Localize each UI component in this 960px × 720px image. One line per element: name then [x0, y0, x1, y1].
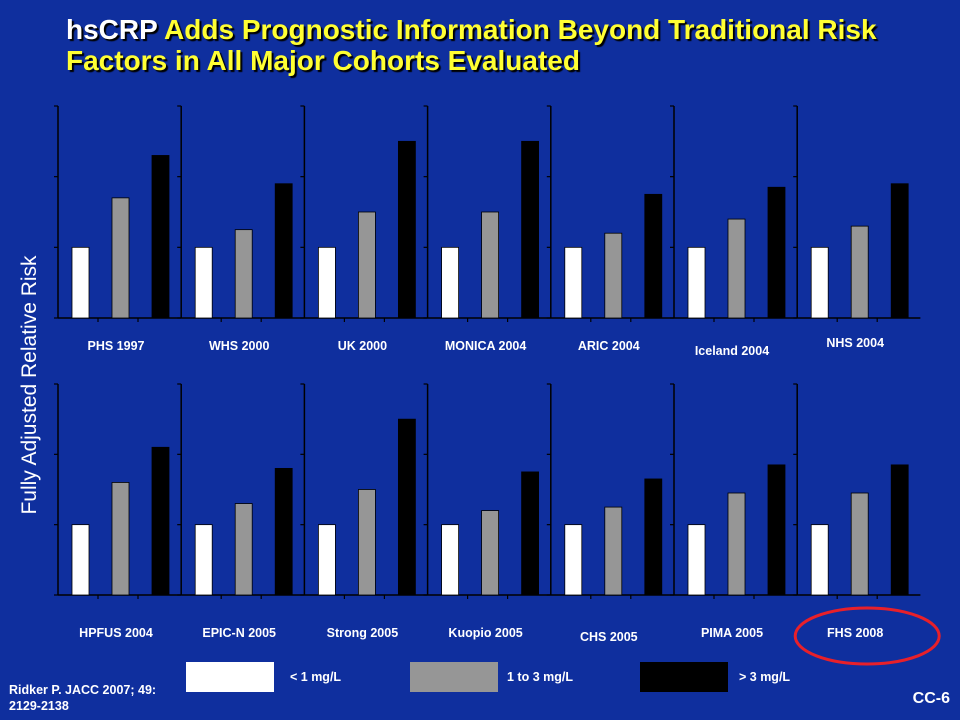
legend-label-high: > 3 mg/L	[739, 670, 791, 684]
panel-label: ARIC 2004	[578, 339, 640, 353]
panel-label: NHS 2004	[826, 336, 884, 350]
bar-high	[890, 183, 909, 319]
bar-mid	[357, 211, 376, 319]
bar-mid	[850, 225, 869, 319]
bar-mid	[604, 232, 623, 319]
panel-label: WHS 2000	[209, 339, 269, 353]
bar-high	[644, 193, 663, 319]
bar-high	[644, 478, 663, 596]
bar-mid	[234, 229, 253, 319]
legend-swatch-high	[640, 662, 728, 692]
panel-label: Iceland 2004	[695, 344, 769, 358]
bar-high	[521, 471, 539, 596]
title-hscrp: hsCRP	[66, 14, 158, 45]
panel-strong-2005: Strong 2005	[300, 383, 428, 640]
bar-low	[194, 246, 213, 319]
panel-fhs-2008: FHS 2008	[793, 383, 921, 640]
title-rest: Adds Prognostic Information Beyond Tradi…	[66, 14, 877, 76]
legend-swatch-low	[186, 662, 274, 692]
panel-label: PHS 1997	[88, 339, 145, 353]
bar-high	[521, 140, 539, 319]
panel-uk-2000: UK 2000	[300, 105, 428, 353]
bar-low	[71, 524, 90, 596]
legend-swatch-mid	[410, 662, 498, 692]
bar-high	[151, 446, 170, 596]
panel-label: PIMA 2005	[701, 626, 763, 640]
bar-low	[194, 524, 213, 596]
bar-low	[810, 524, 829, 596]
bar-high	[890, 464, 909, 596]
panel-chs-2005: CHS 2005	[546, 383, 674, 644]
bar-mid	[850, 492, 869, 596]
bar-mid	[727, 492, 746, 596]
panel-label: Kuopio 2005	[448, 626, 522, 640]
bar-mid	[111, 482, 130, 596]
citation: Ridker P. JACC 2007; 49: 2129-2138	[9, 683, 157, 713]
bar-low	[810, 246, 829, 319]
bar-mid	[357, 489, 376, 596]
bar-high	[274, 467, 293, 596]
panel-label: UK 2000	[338, 339, 387, 353]
panel-label: Strong 2005	[327, 626, 399, 640]
bar-low	[564, 524, 583, 596]
panel-aric-2004: ARIC 2004	[546, 105, 674, 353]
legend-label-low: < 1 mg/L	[290, 670, 342, 684]
panel-kuopio-2005: Kuopio 2005	[423, 383, 551, 640]
bar-low	[687, 524, 706, 596]
bar-high	[151, 155, 170, 319]
bar-low	[317, 524, 336, 596]
panel-whs-2000: WHS 2000	[177, 105, 305, 353]
panel-label: EPIC-N 2005	[202, 626, 276, 640]
bar-mid	[234, 503, 253, 596]
bar-low	[687, 246, 706, 319]
bar-high	[767, 464, 786, 596]
bar-high	[397, 140, 416, 319]
panel-label: HPFUS 2004	[79, 626, 153, 640]
panel-label: FHS 2008	[827, 626, 883, 640]
panel-phs-1997: PHS 1997	[54, 105, 182, 353]
bar-low	[441, 246, 460, 319]
highlight-ellipse	[793, 606, 941, 666]
bar-low	[317, 246, 336, 319]
panel-pima-2005: PIMA 2005	[670, 383, 798, 640]
bar-mid	[481, 211, 500, 319]
slide-title: hsCRP Adds Prognostic Information Beyond…	[66, 14, 946, 76]
bar-high	[767, 186, 786, 319]
bar-high	[274, 183, 293, 319]
panel-nhs-2004: NHS 2004	[793, 105, 921, 350]
bar-low	[441, 524, 460, 596]
legend-label-mid: 1 to 3 mg/L	[507, 670, 573, 684]
bar-mid	[604, 506, 623, 596]
bar-mid	[111, 197, 130, 319]
bar-low	[71, 246, 90, 319]
panel-iceland-2004: Iceland 2004	[670, 105, 798, 358]
panel-epic-n-2005: EPIC-N 2005	[177, 383, 305, 640]
panel-hpfus-2004: HPFUS 2004	[54, 383, 182, 640]
panel-monica-2004: MONICA 2004	[423, 105, 551, 353]
bar-low	[564, 246, 583, 319]
bar-mid	[727, 218, 746, 319]
panel-label: CHS 2005	[580, 630, 638, 644]
slide-number: CC-6	[912, 690, 950, 707]
panel-label: MONICA 2004	[445, 339, 527, 353]
bar-mid	[481, 510, 500, 596]
bar-high	[397, 418, 416, 596]
